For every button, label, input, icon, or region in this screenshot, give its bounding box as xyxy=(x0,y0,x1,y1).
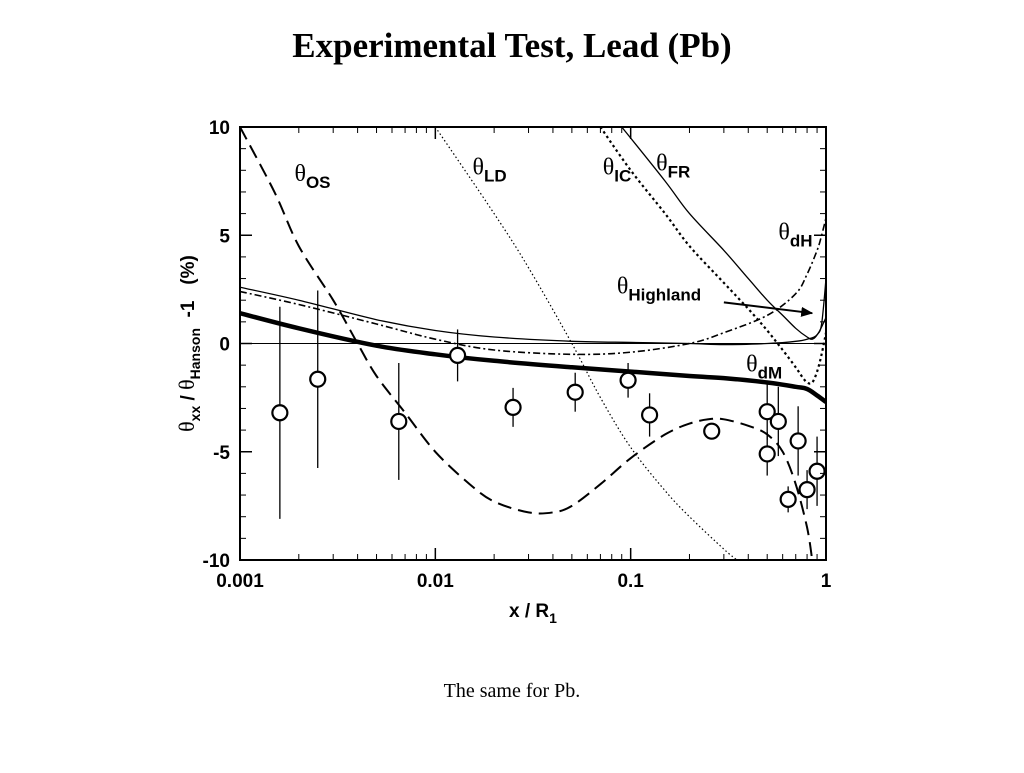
x-tick-label: 0.001 xyxy=(216,571,264,592)
data-point xyxy=(798,481,816,499)
curve-label-theta: θ xyxy=(294,161,306,187)
curve-label-theta: θ xyxy=(617,274,629,300)
curve-label-theta: θ xyxy=(778,220,790,246)
y-axis-label-sub2: Hanson xyxy=(187,328,203,379)
curve-label-highland: θHighland xyxy=(617,274,701,305)
data-point xyxy=(808,462,826,480)
x-tick-label: 0.1 xyxy=(617,571,644,592)
curve-label-sub: LD xyxy=(484,167,507,186)
y-axis-label-slash: / xyxy=(178,390,199,406)
curve-label-theta: θ xyxy=(473,155,485,181)
highland-annotation-arrow xyxy=(723,301,814,317)
curve-label-sub: OS xyxy=(306,173,331,192)
data-point xyxy=(566,383,584,401)
curve-label-theta: θ xyxy=(746,352,758,378)
x-axis-label-sub: 1 xyxy=(549,610,557,626)
error-bars-group xyxy=(279,290,818,519)
data-point xyxy=(271,404,289,422)
curve-highland xyxy=(240,286,826,346)
y-tick-label: 10 xyxy=(209,118,230,139)
curve-label-dm: θdM xyxy=(746,352,782,383)
curve-label-ld: θLD xyxy=(473,155,507,186)
data-point xyxy=(758,403,776,421)
curve-label-sub: IC xyxy=(614,167,631,186)
curve-ld xyxy=(434,127,738,560)
curves-group xyxy=(240,127,826,560)
data-point xyxy=(309,370,327,388)
data-points-group xyxy=(271,346,826,508)
y-tick-label: 0 xyxy=(219,335,230,356)
curve-label-os: θOS xyxy=(294,161,330,192)
x-tick-label: 1 xyxy=(821,571,832,592)
curve-label-ic: θIC xyxy=(603,155,632,186)
y-axis-label-theta: θ xyxy=(174,421,199,432)
data-point xyxy=(769,412,787,431)
slide-caption: The same for Pb. xyxy=(443,680,581,702)
data-point xyxy=(390,412,408,431)
curve-dh xyxy=(240,217,826,356)
y-axis-label-theta2: θ xyxy=(174,379,199,390)
data-point xyxy=(640,406,659,424)
curve-label-theta: θ xyxy=(603,155,615,181)
curve-ic xyxy=(599,127,826,385)
x-tick-label: 0.01 xyxy=(417,571,454,592)
curve-label-theta: θ xyxy=(656,150,668,176)
curve-label-dh: θdH xyxy=(778,220,812,251)
curve-label-sub: dM xyxy=(758,364,783,383)
data-point xyxy=(779,490,797,508)
curve-dm xyxy=(240,311,826,404)
y-axis-label-sub1: xx xyxy=(187,406,203,422)
data-point xyxy=(703,422,721,440)
curve-label-fr: θFR xyxy=(656,150,690,181)
data-point xyxy=(619,371,637,389)
axes-group: 0.001 0.01 0.1 1 10 5 0 -5 -10 xyxy=(203,118,832,592)
curve-label-sub: FR xyxy=(668,162,691,181)
slide-title: Experimental Test, Lead (Pb) xyxy=(292,26,732,65)
curve-label-sub: dH xyxy=(790,232,813,251)
data-point xyxy=(504,398,522,416)
data-point xyxy=(789,432,807,450)
y-axis-label-rest: -1 (%) xyxy=(178,255,199,328)
y-tick-label: 5 xyxy=(219,226,230,247)
y-tick-label: -5 xyxy=(213,443,230,464)
x-axis-label: x / R1 xyxy=(509,601,557,626)
data-point xyxy=(448,346,467,365)
x-axis-label-main: x / R xyxy=(509,601,549,622)
curve-label-sub: Highland xyxy=(628,286,701,305)
y-tick-label: -10 xyxy=(203,551,230,572)
data-point xyxy=(758,445,776,463)
y-axis-label: θxx / θHanson -1 (%) xyxy=(174,255,203,432)
